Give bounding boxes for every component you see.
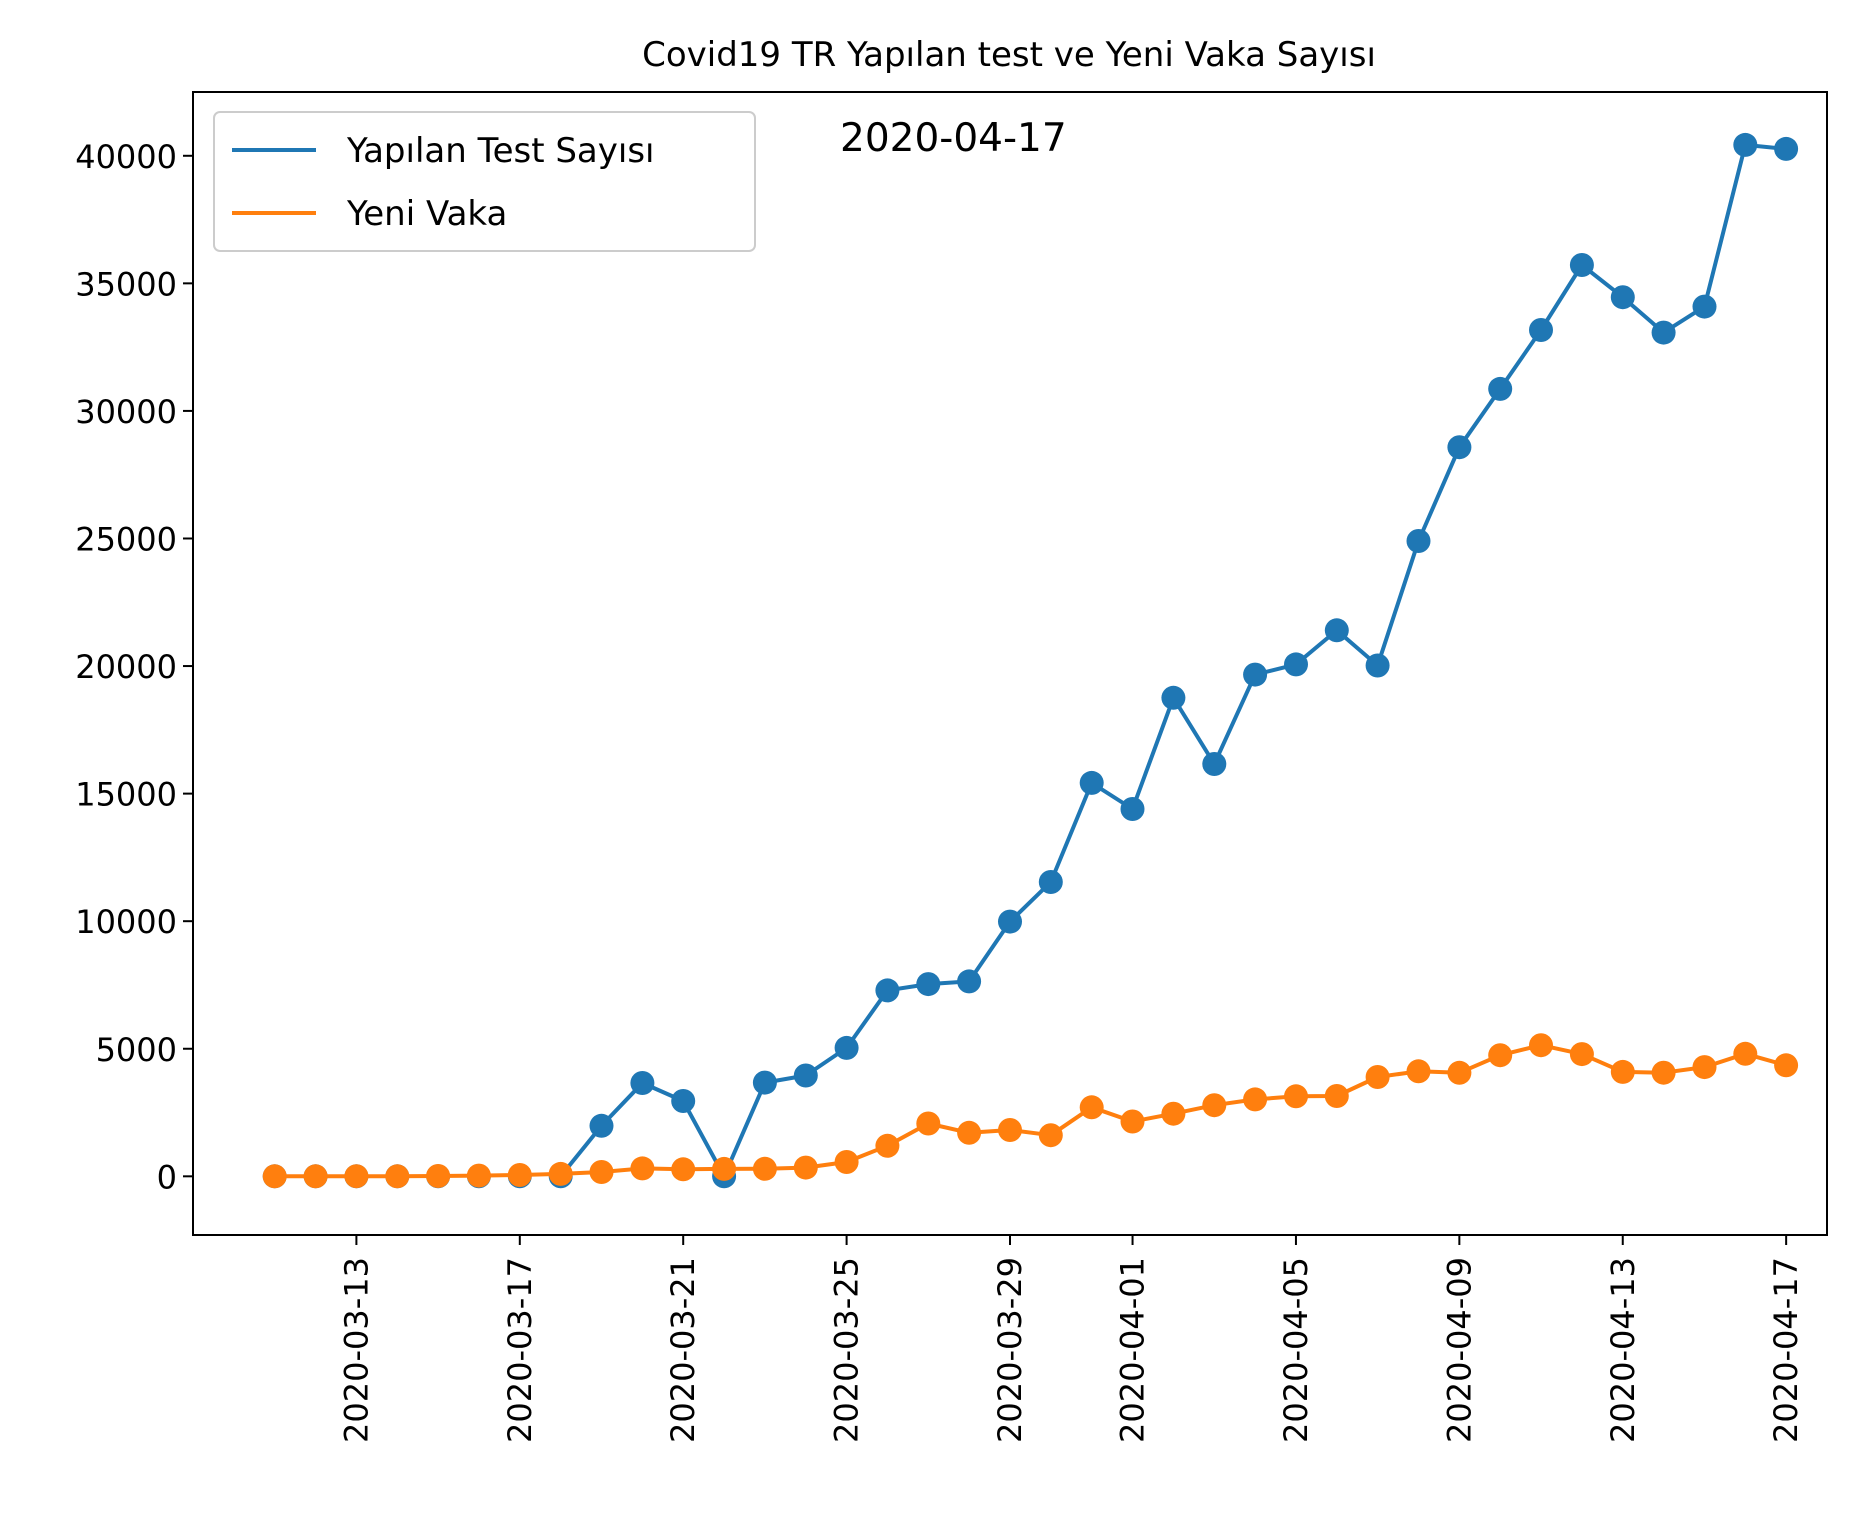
- data-point-cases: [262, 1164, 287, 1189]
- data-point-cases: [1488, 1043, 1513, 1068]
- data-point-cases: [507, 1163, 532, 1187]
- data-point-test: [1365, 653, 1390, 678]
- data-point-cases: [1610, 1059, 1635, 1084]
- y-tick-label: 20000: [75, 648, 177, 686]
- data-point-test: [1079, 770, 1104, 795]
- data-point-cases: [1243, 1087, 1268, 1112]
- data-point-cases: [916, 1111, 941, 1136]
- data-point-test: [671, 1089, 696, 1113]
- data-point-cases: [1120, 1109, 1145, 1134]
- data-point-cases: [712, 1156, 737, 1181]
- data-point-cases: [385, 1164, 410, 1189]
- data-point-cases: [1733, 1041, 1758, 1066]
- data-point-cases: [548, 1161, 573, 1186]
- data-point-test: [916, 972, 941, 997]
- x-tick-label: 2020-03-29: [991, 1257, 1029, 1443]
- x-tick-label: 2020-03-17: [501, 1257, 539, 1443]
- data-point-cases: [589, 1160, 614, 1184]
- y-tick-label: 5000: [96, 1031, 177, 1069]
- x-tick-label: 2020-04-09: [1440, 1257, 1478, 1443]
- data-point-test: [793, 1063, 818, 1088]
- data-point-cases: [1406, 1059, 1431, 1084]
- x-tick-label: 2020-03-13: [337, 1257, 375, 1443]
- data-point-test: [1733, 132, 1758, 157]
- data-point-test: [1774, 136, 1799, 161]
- data-point-test: [1651, 320, 1676, 345]
- data-point-test: [998, 909, 1022, 934]
- data-point-cases: [957, 1120, 982, 1145]
- data-point-cases: [1447, 1060, 1472, 1085]
- x-tick-label: 2020-04-17: [1767, 1257, 1805, 1443]
- data-point-test: [589, 1113, 614, 1138]
- plot-area-frame: [192, 91, 1828, 1236]
- y-tick-label: 35000: [75, 265, 177, 303]
- x-tick-label: 2020-03-25: [828, 1257, 866, 1443]
- y-tick-label: 10000: [75, 903, 177, 941]
- x-axis: 2020-03-13 2020-03-17 2020-03-21 2020-03-25…: [337, 1235, 1805, 1443]
- data-point-cases: [1774, 1053, 1799, 1078]
- data-point-test: [875, 978, 900, 1003]
- data-point-cases: [1324, 1084, 1349, 1108]
- data-point-cases: [752, 1156, 777, 1181]
- chart-title: Covid19 TR Yapılan test ve Yeni Vaka Say…: [642, 35, 1376, 75]
- data-point-test: [1324, 618, 1349, 643]
- data-point-cases: [1529, 1033, 1553, 1058]
- data-point-cases: [1284, 1084, 1308, 1109]
- y-tick-label: 25000: [75, 520, 177, 558]
- data-point-cases: [1038, 1123, 1063, 1148]
- data-point-cases: [1569, 1042, 1594, 1067]
- y-tick-label: 0: [157, 1158, 177, 1196]
- x-tick-label: 2020-04-13: [1604, 1257, 1642, 1443]
- data-point-test: [1406, 529, 1431, 553]
- data-point-test: [1161, 685, 1186, 710]
- data-point-cases: [1651, 1060, 1676, 1085]
- y-tick-label: 30000: [75, 393, 177, 431]
- date-annotation: 2020-04-17: [840, 116, 1067, 161]
- data-point-cases: [303, 1164, 328, 1189]
- legend-label-cases: Yeni Vaka: [346, 194, 507, 234]
- data-point-cases: [1365, 1065, 1390, 1089]
- data-point-cases: [1202, 1093, 1227, 1118]
- data-point-cases: [630, 1156, 655, 1181]
- x-tick-label: 2020-03-21: [664, 1257, 702, 1443]
- data-point-test: [630, 1071, 655, 1095]
- data-point-cases: [998, 1118, 1022, 1142]
- data-point-cases: [671, 1157, 696, 1182]
- data-point-cases: [875, 1133, 900, 1158]
- x-tick-label: 2020-04-05: [1277, 1257, 1315, 1443]
- data-point-test: [957, 969, 982, 994]
- data-point-test: [1243, 662, 1268, 687]
- data-point-cases: [426, 1164, 451, 1188]
- y-tick-label: 15000: [75, 776, 177, 814]
- data-point-cases: [344, 1164, 369, 1189]
- data-point-cases: [1079, 1095, 1104, 1120]
- data-point-test: [1529, 318, 1553, 342]
- x-tick-label: 2020-04-01: [1114, 1257, 1152, 1443]
- y-axis: 0 5000 10000 15000 20000 25000 30000 35000 40000: [75, 138, 193, 1196]
- data-point-cases: [793, 1155, 818, 1180]
- data-point-test: [1488, 376, 1513, 401]
- data-point-test: [1120, 797, 1145, 821]
- y-tick-label: 40000: [75, 138, 177, 176]
- data-point-cases: [466, 1163, 491, 1188]
- data-point-test: [1569, 253, 1594, 277]
- data-point-test: [1610, 285, 1635, 310]
- data-point-test: [1284, 652, 1308, 677]
- legend-box: [213, 111, 756, 252]
- data-point-test: [1038, 870, 1063, 894]
- data-point-cases: [834, 1150, 859, 1174]
- data-point-cases: [1692, 1055, 1717, 1080]
- data-point-test: [834, 1035, 859, 1060]
- legend: Yapılan Test Sayısı Yeni Vaka: [213, 111, 756, 252]
- legend-label-test: Yapılan Test Sayısı: [346, 131, 655, 171]
- data-point-test: [752, 1070, 777, 1095]
- series-layer: [262, 132, 1799, 1189]
- data-point-test: [1447, 435, 1472, 460]
- data-point-test: [1692, 294, 1717, 319]
- data-point-test: [1202, 752, 1227, 776]
- data-point-cases: [1161, 1101, 1186, 1126]
